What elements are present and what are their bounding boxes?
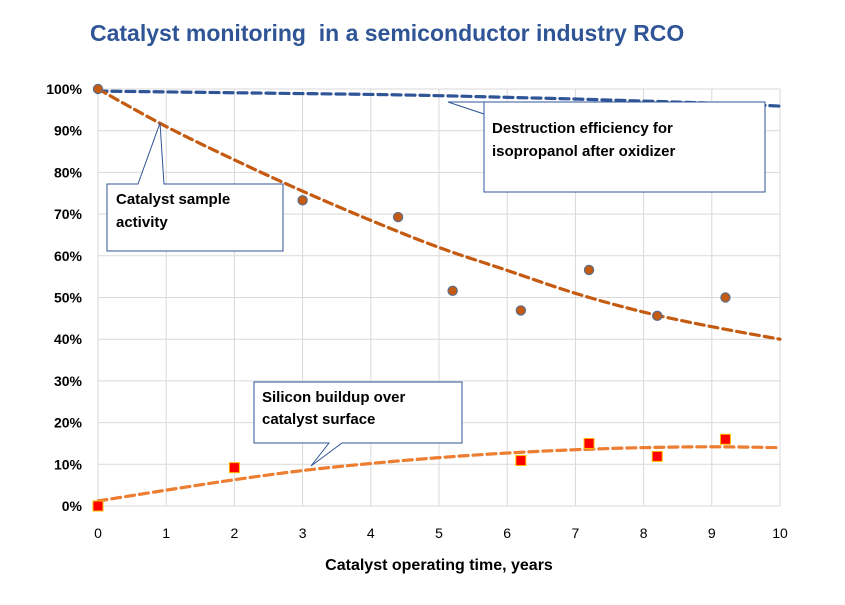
callout-catalyst-activity-box bbox=[106, 122, 284, 252]
data-point-silicon bbox=[719, 433, 731, 445]
callout-text-line: activity bbox=[116, 214, 168, 231]
y-tick-label: 100% bbox=[46, 81, 82, 97]
callout-text-line: Destruction efficiency for bbox=[492, 120, 673, 137]
callout-text-line: Silicon buildup over bbox=[262, 389, 406, 406]
chart-title: Catalyst monitoring in a semiconductor i… bbox=[90, 20, 685, 46]
x-tick-label: 0 bbox=[94, 525, 102, 541]
x-tick-label: 3 bbox=[299, 525, 307, 541]
y-tick-label: 10% bbox=[54, 456, 83, 472]
axes: 0 1 2 3 4 5 6 7 8 9 100%10%20%30%40%50%60%70%80%90… bbox=[46, 81, 788, 541]
callout-silicon-buildup: Silicon buildup over catalyst surface bbox=[253, 381, 463, 467]
data-point-activity bbox=[515, 305, 527, 316]
data-point-activity bbox=[720, 292, 731, 303]
callout-text-line: isopropanol after oxidizer bbox=[492, 143, 676, 160]
trendline-series-3 bbox=[96, 445, 782, 503]
data-point-silicon bbox=[583, 437, 595, 449]
data-point-silicon bbox=[515, 455, 527, 467]
x-tick-label: 8 bbox=[640, 525, 648, 541]
data-point-activity bbox=[652, 310, 663, 322]
data-point-silicon bbox=[92, 500, 104, 512]
data-point-activity bbox=[92, 83, 104, 95]
x-axis-label: Catalyst operating time, years bbox=[325, 557, 553, 574]
y-tick-label: 90% bbox=[54, 123, 83, 139]
callout-silicon-buildup-box bbox=[253, 381, 463, 467]
x-tick-label: 10 bbox=[772, 525, 788, 541]
callout-text-line: catalyst surface bbox=[262, 411, 375, 428]
x-tick-label: 6 bbox=[503, 525, 511, 541]
y-tick-label: 70% bbox=[54, 206, 83, 222]
y-tick-label: 30% bbox=[54, 373, 83, 389]
data-point-activity bbox=[392, 211, 404, 223]
callouts-layer: Destruction efficiency for isopropanol af… bbox=[106, 101, 766, 467]
data-point-silicon bbox=[651, 450, 663, 462]
x-tick-label: 9 bbox=[708, 525, 716, 541]
y-tick-label: 50% bbox=[54, 290, 83, 306]
callout-destruction-efficiency-box bbox=[447, 101, 766, 193]
x-tick-label: 4 bbox=[367, 525, 375, 541]
data-point-silicon bbox=[228, 462, 240, 474]
callout-catalyst-activity: Catalyst sample activity bbox=[106, 122, 284, 252]
data-point-activity bbox=[447, 285, 458, 297]
data-point-activity bbox=[297, 195, 308, 206]
data-point-activity bbox=[583, 264, 595, 276]
y-tick-label: 60% bbox=[54, 248, 83, 264]
y-tick-label: 20% bbox=[54, 415, 83, 431]
callout-text-line: Catalyst sample bbox=[116, 191, 230, 208]
x-tick-label: 7 bbox=[572, 525, 580, 541]
y-tick-label: 40% bbox=[54, 331, 83, 347]
x-tick-label: 1 bbox=[162, 525, 170, 541]
y-tick-label: 80% bbox=[54, 164, 83, 180]
y-tick-label: 0% bbox=[62, 498, 83, 514]
x-tick-label: 5 bbox=[435, 525, 443, 541]
trendline-series-1 bbox=[96, 87, 782, 341]
x-tick-label: 2 bbox=[231, 525, 239, 541]
callout-destruction-efficiency: Destruction efficiency for isopropanol af… bbox=[447, 101, 766, 193]
